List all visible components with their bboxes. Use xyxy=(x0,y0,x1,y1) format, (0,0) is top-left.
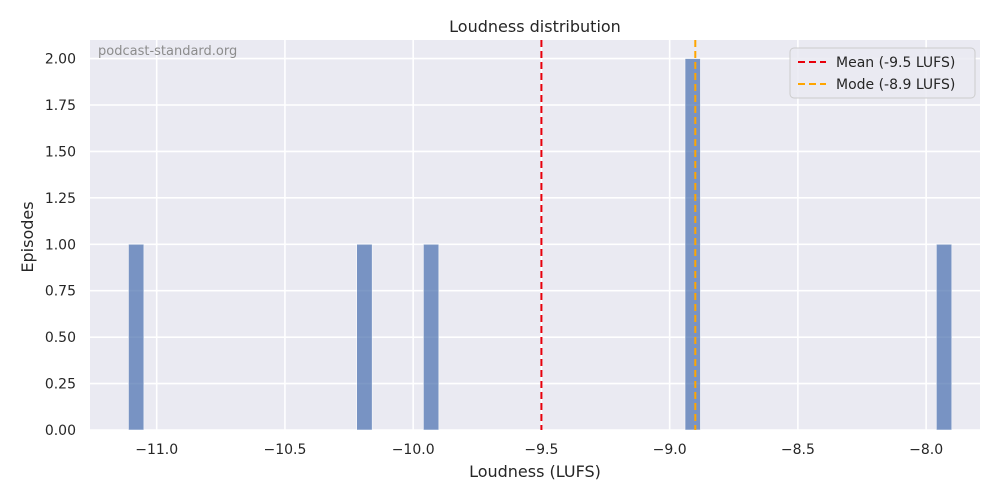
chart-title: Loudness distribution xyxy=(449,17,621,36)
y-tick-label: 2.00 xyxy=(45,52,76,68)
x-tick-label: −10.5 xyxy=(263,442,306,458)
legend: Mean (-9.5 LUFS) Mode (-8.9 LUFS) xyxy=(789,47,976,99)
x-tick-label: −10.0 xyxy=(392,442,435,458)
y-tick-label: 0.00 xyxy=(45,423,76,439)
tick-labels: −11.0 −10.5 −10.0 −9.5 −9.0 −8.5 −8.0 0.00 0.25 0… xyxy=(45,52,943,458)
x-tick-label: −11.0 xyxy=(135,442,178,458)
grid xyxy=(90,40,980,431)
histogram-bar xyxy=(128,244,145,431)
y-tick-label: 1.75 xyxy=(45,98,76,114)
x-axis-label: Loudness (LUFS) xyxy=(469,462,601,481)
legend-box xyxy=(789,47,976,99)
watermark-text: podcast-standard.org xyxy=(98,44,237,59)
y-tick-label: 0.75 xyxy=(45,284,76,300)
y-tick-label: 1.25 xyxy=(45,191,76,207)
bars xyxy=(128,58,953,431)
y-tick-label: 0.50 xyxy=(45,330,76,346)
histogram-bar xyxy=(356,244,373,431)
histogram-bar xyxy=(684,58,701,431)
reference-lines xyxy=(540,40,697,430)
histogram-bar xyxy=(936,244,953,431)
x-tick-label: −8.5 xyxy=(781,442,815,458)
y-tick-label: 1.50 xyxy=(45,144,76,160)
y-tick-label: 1.00 xyxy=(45,237,76,253)
histogram-bar xyxy=(423,244,440,431)
legend-label: Mean (-9.5 LUFS) xyxy=(836,55,955,71)
y-axis-label: Episodes xyxy=(18,201,37,272)
x-tick-label: −9.5 xyxy=(524,442,558,458)
y-tick-label: 0.25 xyxy=(45,377,76,393)
x-tick-label: −8.0 xyxy=(909,442,943,458)
x-tick-label: −9.0 xyxy=(653,442,687,458)
legend-label: Mode (-8.9 LUFS) xyxy=(836,77,955,93)
